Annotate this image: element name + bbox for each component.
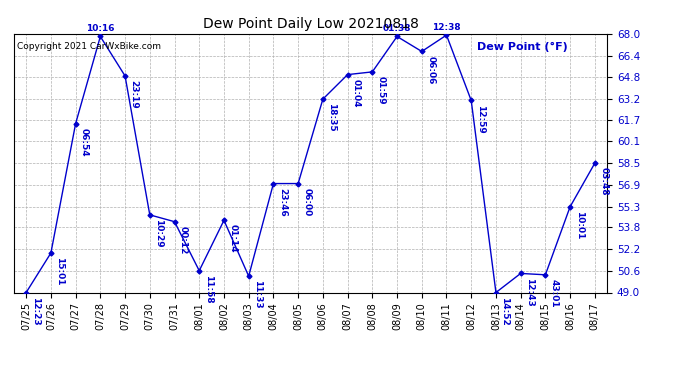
Title: Dew Point Daily Low 20210818: Dew Point Daily Low 20210818 <box>203 17 418 31</box>
Text: 06:00: 06:00 <box>303 188 312 216</box>
Text: 01:38: 01:38 <box>383 24 411 33</box>
Text: 01:59: 01:59 <box>377 76 386 105</box>
Text: 06:06: 06:06 <box>426 56 435 84</box>
Text: 12:23: 12:23 <box>30 297 39 325</box>
Text: 23:46: 23:46 <box>278 188 287 216</box>
Text: 03:48: 03:48 <box>600 167 609 196</box>
Text: 23:19: 23:19 <box>130 80 139 109</box>
Text: 18:35: 18:35 <box>327 103 336 132</box>
Text: 01:04: 01:04 <box>352 79 361 107</box>
Text: 01:14: 01:14 <box>228 224 237 253</box>
Text: 10:16: 10:16 <box>86 24 115 33</box>
Text: 11:58: 11:58 <box>204 275 213 303</box>
Text: 14:52: 14:52 <box>500 297 509 326</box>
Text: 10:01: 10:01 <box>575 211 584 239</box>
Text: 12:59: 12:59 <box>475 105 484 134</box>
Text: 11:33: 11:33 <box>253 280 262 309</box>
Text: 15:01: 15:01 <box>55 257 64 286</box>
Text: 12:38: 12:38 <box>432 23 461 32</box>
Text: Dew Point (°F): Dew Point (°F) <box>477 42 567 52</box>
Text: 43:01: 43:01 <box>550 279 559 308</box>
Text: 10:29: 10:29 <box>155 219 164 248</box>
Text: 12:43: 12:43 <box>525 278 534 306</box>
Text: 00:12: 00:12 <box>179 226 188 254</box>
Text: 06:54: 06:54 <box>80 128 89 156</box>
Text: Copyright 2021 CarWxBike.com: Copyright 2021 CarWxBike.com <box>17 42 161 51</box>
